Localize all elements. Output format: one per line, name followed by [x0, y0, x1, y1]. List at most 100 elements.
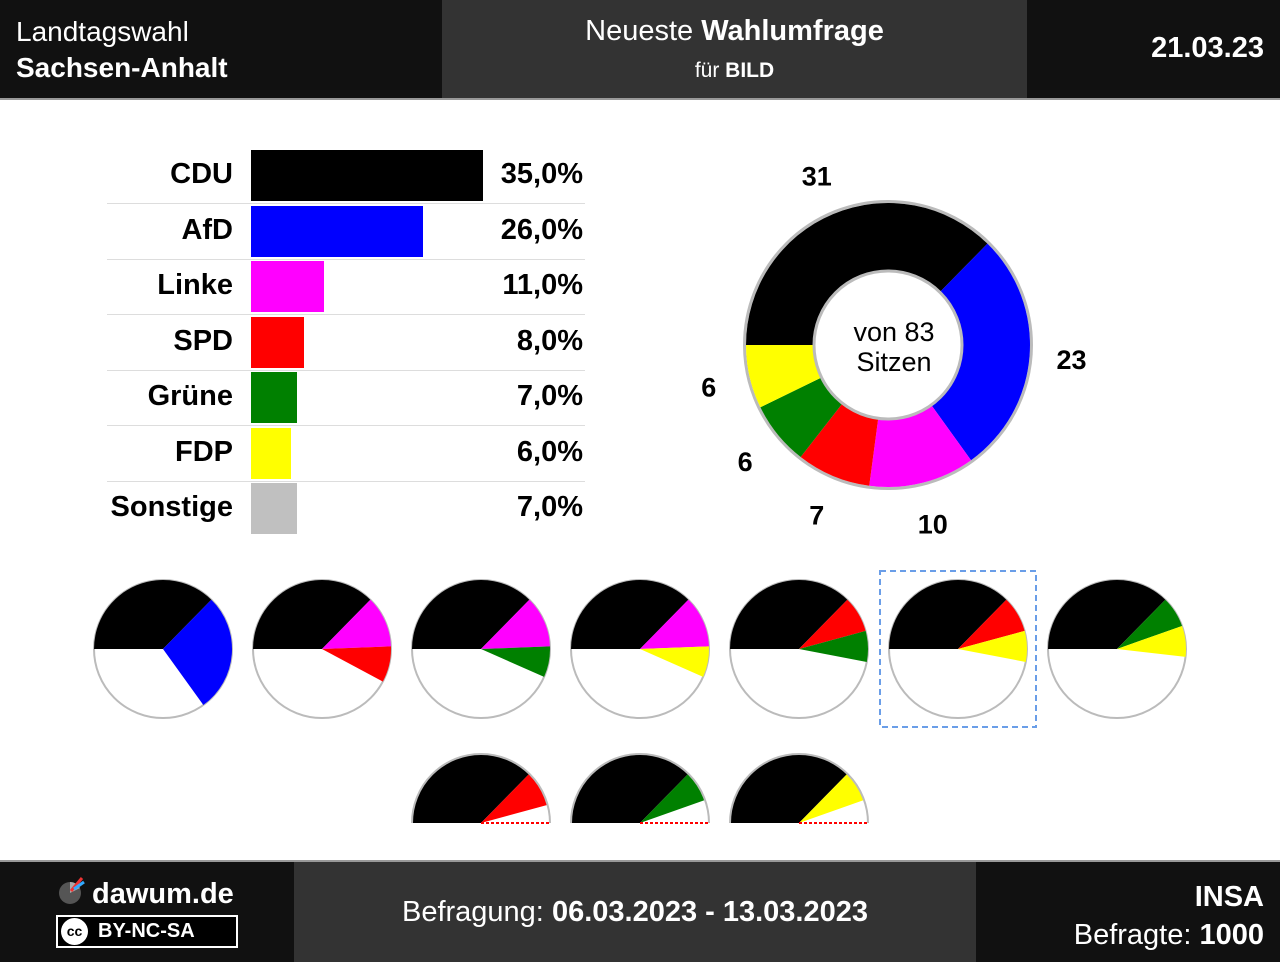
coalition-slice — [322, 646, 391, 682]
client-prefix: für — [694, 59, 726, 82]
coalition-pie-outline — [570, 753, 710, 824]
coalition-slice — [322, 599, 391, 649]
coalition-slice — [481, 599, 550, 649]
coalition-pie — [879, 570, 1037, 728]
bar-label: FDP — [175, 435, 233, 468]
coalition-slice — [253, 580, 371, 649]
bar — [251, 483, 298, 534]
bar-value-label: 7,0% — [516, 491, 583, 523]
bar-row: Grüne 7,0% — [107, 370, 585, 426]
coalition-slice — [1117, 625, 1187, 657]
bar-row: Linke 11,0% — [107, 259, 585, 315]
coalition-slice — [571, 580, 689, 649]
poll-heading-plain: Neueste — [585, 15, 702, 47]
bar-value-label: 6,0% — [516, 435, 583, 468]
coalition-slice — [640, 773, 706, 823]
coalition-slice — [958, 630, 1027, 662]
license-text: BY-NC-SA — [98, 920, 195, 942]
seat-label: 7 — [809, 501, 824, 531]
donut-slice — [931, 243, 1030, 461]
coalition-slice — [571, 754, 689, 823]
seat-label: 6 — [738, 447, 753, 477]
license-badge[interactable]: cc BY-NC-SA — [56, 915, 238, 948]
footer-bar: dawum.de cc BY-NC-SA Befragung: 06.03.20… — [0, 860, 1280, 962]
site-name[interactable]: dawum.de — [92, 878, 234, 910]
poll-date: 21.03.23 — [1151, 32, 1264, 64]
bar-row: SPD 8,0% — [107, 315, 585, 371]
survey-period: Befragung: 06.03.2023 - 13.03.2023 — [294, 862, 976, 962]
coalition-pie-outline — [729, 753, 869, 824]
survey-dates: 06.03.2023 - 13.03.2023 — [551, 896, 868, 928]
election-type: Landtagswahl — [16, 16, 189, 47]
bar-label: Grüne — [147, 380, 233, 412]
coalition-slice — [481, 646, 550, 677]
donut-center — [812, 269, 964, 421]
coalition-slice — [412, 754, 530, 823]
cc-icon: cc — [61, 918, 88, 945]
bar-label: Sonstige — [110, 491, 233, 523]
client-name: BILD — [725, 59, 775, 82]
institute-info: INSA Befragte: 1000 — [1074, 878, 1264, 954]
bar-row: CDU 35,0% — [107, 148, 585, 204]
coalition-pie — [729, 579, 869, 719]
seat-label: 10 — [918, 509, 948, 539]
bar — [251, 205, 424, 257]
branding: dawum.de cc BY-NC-SA — [0, 862, 294, 962]
institute-name-text: INSA — [1194, 881, 1264, 913]
coalition-charts — [93, 570, 1187, 897]
poll-client: für BILD — [442, 59, 1027, 83]
survey-period-text: Befragung: 06.03.2023 - 13.03.2023 — [294, 896, 976, 929]
coalition-slice — [799, 630, 868, 662]
coalition-slice — [958, 599, 1025, 649]
bar-value-label: 7,0% — [516, 380, 583, 412]
seat-label: 23 — [1056, 345, 1086, 375]
bar — [251, 316, 305, 368]
coalition-slice — [412, 580, 530, 649]
bar — [251, 150, 483, 201]
bar — [251, 261, 324, 312]
coalition-slice — [481, 773, 548, 823]
coalition-highlight — [879, 570, 1037, 728]
coalition-pie — [1047, 579, 1187, 719]
seat-label: 31 — [802, 161, 832, 191]
seat-label: 6 — [701, 372, 716, 402]
bar — [251, 427, 291, 479]
donut-center-label: Sitzen — [856, 347, 931, 377]
coalition-slice — [730, 754, 848, 823]
bar-label: Linke — [157, 269, 233, 301]
coalition-pie — [411, 579, 551, 719]
election-title: Landtagswahl Sachsen-Anhalt — [0, 0, 442, 98]
survey-label: Befragung: — [401, 896, 552, 928]
poll-heading: Neueste Wahlumfrage — [442, 15, 1027, 48]
poll-title: Neueste Wahlumfrage für BILD — [442, 0, 1027, 98]
donut-slice — [869, 405, 972, 487]
coalition-slice — [1117, 599, 1183, 649]
poll-heading-bold: Wahlumfrage — [701, 15, 884, 47]
coalition-pie — [93, 579, 233, 719]
respondents-label: Befragte: — [1073, 919, 1200, 951]
institute-name: INSA — [1074, 878, 1264, 916]
coalition-pie-outline — [411, 753, 551, 824]
bar-value-label: 11,0% — [502, 269, 583, 301]
donut-slice — [800, 403, 879, 486]
coalition-slice — [163, 599, 232, 705]
coalition-slice — [640, 646, 709, 677]
coalition-slice — [94, 580, 212, 649]
bar-label: AfD — [181, 213, 233, 246]
state-name: Sachsen-Anhalt — [16, 52, 228, 83]
bar-row: Sonstige 7,0% — [107, 481, 585, 536]
bar — [251, 372, 298, 423]
bar-value-label: 35,0% — [500, 158, 583, 190]
header-bar: Landtagswahl Sachsen-Anhalt Neueste Wahl… — [0, 0, 1280, 100]
coalition-slice — [640, 599, 709, 649]
coalition-pie — [252, 579, 392, 719]
bar-label: CDU — [170, 158, 233, 190]
coalition-pie — [570, 579, 710, 719]
coalition-slice — [889, 580, 1007, 649]
bar-value-label: 8,0% — [516, 324, 583, 357]
coalition-slice — [799, 599, 866, 649]
coalition-slice — [799, 773, 865, 823]
donut-slice — [760, 377, 843, 457]
coalition-slice — [730, 580, 848, 649]
